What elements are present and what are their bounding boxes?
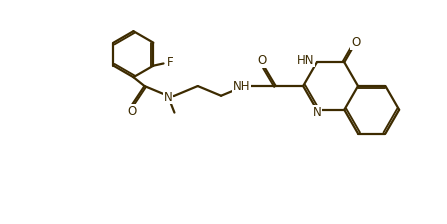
Text: O: O <box>127 105 137 118</box>
Text: N: N <box>164 90 172 103</box>
Text: F: F <box>167 56 174 69</box>
Text: O: O <box>351 36 360 49</box>
Text: O: O <box>258 54 267 67</box>
Text: HN: HN <box>297 54 315 67</box>
Text: N: N <box>312 106 321 118</box>
Text: NH: NH <box>232 80 250 93</box>
